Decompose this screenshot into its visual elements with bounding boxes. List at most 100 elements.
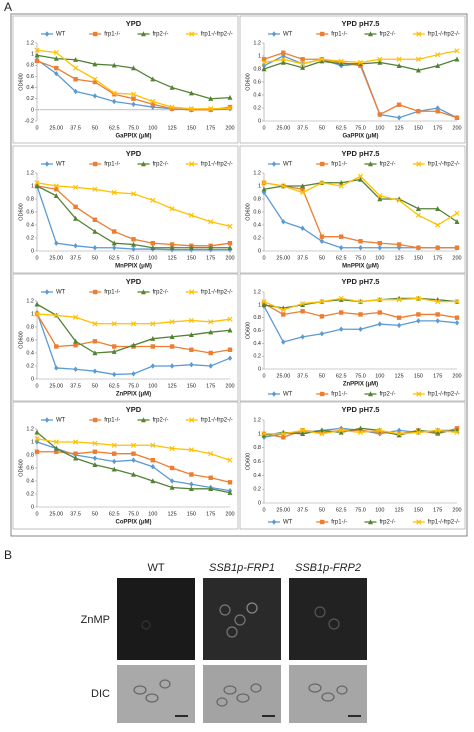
x-axis-label: MnPPIX (μM): [342, 264, 379, 270]
y-axis-label: OD600: [245, 73, 251, 90]
marker: [368, 31, 373, 37]
marker: [141, 31, 146, 37]
marker: [280, 59, 286, 65]
marker: [111, 321, 117, 327]
series-line: [36, 54, 231, 100]
x-tick-label: 50: [319, 507, 325, 513]
marker: [280, 56, 286, 62]
x-tick-label: 100: [148, 511, 157, 517]
image: [117, 578, 195, 660]
x-tick-label: 200: [452, 255, 461, 261]
x-tick-label: 100: [375, 125, 384, 131]
y-axis-label: OD600: [18, 203, 24, 220]
marker: [227, 327, 233, 333]
x-tick-label: 100: [148, 383, 157, 389]
marker: [34, 449, 40, 454]
marker: [339, 310, 344, 315]
marker: [112, 344, 117, 349]
marker: [188, 90, 194, 96]
y-tick-label: 0.4: [26, 478, 34, 484]
x-tick-label: 150: [414, 373, 423, 379]
y-tick-label: 0: [31, 504, 34, 510]
marker: [357, 173, 364, 179]
marker: [53, 55, 59, 61]
y-tick-label: 0.8: [26, 324, 34, 330]
marker: [300, 334, 305, 340]
y-tick-label: 1: [31, 439, 34, 445]
marker: [320, 161, 325, 167]
marker: [92, 339, 98, 344]
marker: [131, 342, 136, 348]
marker: [416, 245, 421, 250]
marker: [261, 186, 267, 192]
marker: [92, 350, 98, 356]
y-tick-label: 0.6: [26, 209, 34, 215]
marker: [338, 183, 344, 189]
marker: [141, 417, 146, 423]
x-tick-label: 200: [452, 373, 461, 379]
marker: [130, 442, 137, 448]
marker: [261, 59, 267, 66]
marker: [150, 363, 155, 369]
marker: [208, 475, 213, 480]
marker: [358, 239, 363, 244]
x-tick-label: 0: [262, 507, 265, 513]
legend-label: frp1-/-: [104, 162, 120, 168]
column-header: WT: [147, 562, 164, 574]
marker: [34, 58, 40, 64]
marker: [150, 344, 155, 349]
marker: [34, 47, 40, 53]
y-tick-label: 0.4: [26, 85, 34, 91]
x-tick-label: 175: [206, 125, 215, 131]
x-tick-label: 150: [414, 255, 423, 261]
marker: [112, 92, 117, 97]
y-tick-label: 0.8: [253, 196, 261, 202]
marker: [111, 442, 117, 448]
legend-label: frp1-/-: [331, 520, 347, 526]
x-tick-label: 37.5: [297, 255, 308, 261]
marker: [435, 109, 440, 114]
marker: [34, 439, 40, 445]
x-tick-label: 125: [395, 125, 404, 131]
y-tick-label: 0.8: [26, 63, 34, 69]
marker: [150, 478, 156, 484]
marker: [261, 302, 267, 308]
marker: [338, 427, 344, 433]
legend-label: frp1-/-: [331, 162, 347, 168]
marker: [415, 56, 421, 62]
marker: [454, 115, 460, 120]
marker: [188, 486, 194, 491]
marker: [169, 334, 175, 339]
x-tick-label: 50: [319, 373, 325, 379]
marker: [188, 317, 194, 324]
column-header: SSB1p-FRP2: [295, 562, 361, 574]
legend-label: frp1-/-frp2-/-: [428, 520, 460, 526]
y-tick-label: 1: [31, 183, 34, 189]
marker: [44, 161, 50, 167]
marker: [208, 363, 213, 369]
marker: [454, 219, 460, 224]
x-tick-label: 62.5: [109, 511, 120, 517]
marker: [92, 76, 98, 82]
marker: [189, 161, 195, 167]
chart-title: YPD pH7.5: [342, 405, 380, 414]
marker: [320, 391, 325, 397]
marker: [435, 245, 440, 250]
marker: [53, 439, 59, 445]
x-tick-label: 62.5: [336, 507, 347, 513]
marker: [150, 321, 156, 327]
x-tick-label: 125: [168, 255, 177, 261]
y-tick-label: 0.6: [26, 465, 34, 471]
marker: [454, 48, 460, 54]
x-tick-label: 62.5: [109, 383, 120, 389]
marker: [150, 102, 155, 107]
marker: [189, 417, 195, 423]
marker: [339, 326, 344, 332]
marker: [416, 161, 422, 167]
chart-title: YPD: [126, 405, 142, 414]
marker: [415, 67, 421, 73]
marker: [53, 445, 59, 451]
x-tick-label: 175: [206, 511, 215, 517]
x-tick-label: 25.00: [49, 255, 63, 261]
